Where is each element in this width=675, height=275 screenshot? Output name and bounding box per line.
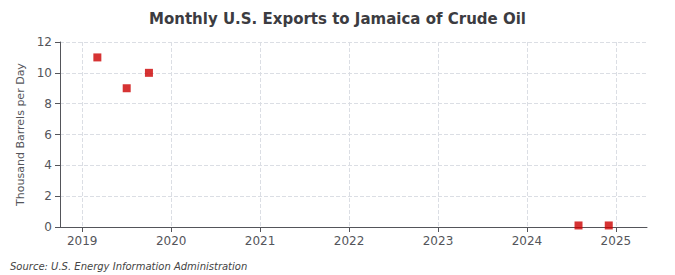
svg-text:2: 2	[44, 189, 52, 203]
svg-text:Thousand Barrels per Day: Thousand Barrels per Day	[14, 63, 27, 207]
svg-text:Monthly U.S. Exports to Jamaic: Monthly U.S. Exports to Jamaica of Crude…	[149, 10, 526, 28]
svg-text:0: 0	[44, 220, 52, 234]
svg-text:10: 10	[37, 66, 52, 80]
svg-text:2021: 2021	[245, 234, 276, 248]
svg-text:2020: 2020	[156, 234, 187, 248]
svg-text:12: 12	[37, 35, 52, 49]
svg-text:2023: 2023	[423, 234, 454, 248]
svg-text:2024: 2024	[512, 234, 543, 248]
svg-text:4: 4	[44, 158, 52, 172]
svg-text:6: 6	[44, 128, 52, 142]
svg-text:Source: U.S. Energy Informatio: Source: U.S. Energy Information Administ…	[10, 261, 247, 272]
svg-text:8: 8	[44, 97, 52, 111]
svg-text:2019: 2019	[67, 234, 98, 248]
svg-text:2025: 2025	[601, 234, 632, 248]
svg-text:2022: 2022	[334, 234, 365, 248]
